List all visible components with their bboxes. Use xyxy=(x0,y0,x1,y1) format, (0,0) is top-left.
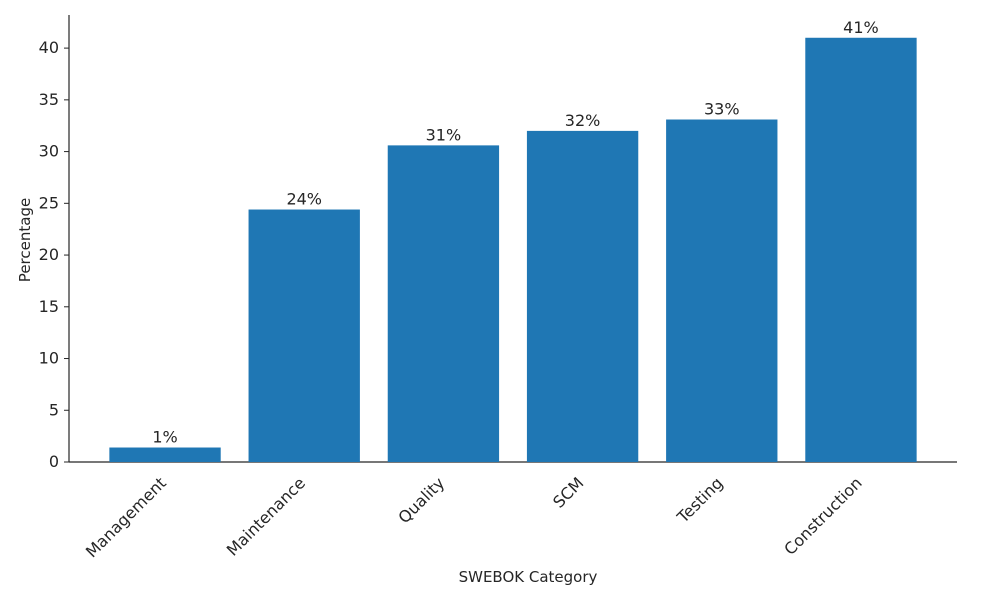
x-tick-label: Quality xyxy=(394,473,448,527)
bar xyxy=(248,209,360,462)
value-label: 24% xyxy=(286,190,322,209)
bar xyxy=(387,145,500,462)
x-tick-label: SCM xyxy=(549,473,587,511)
y-tick-label: 40 xyxy=(39,38,59,57)
value-label: 41% xyxy=(843,18,879,37)
y-axis-label: Percentage xyxy=(16,198,34,282)
y-tick-label: 5 xyxy=(49,400,59,419)
y-tick-label: 30 xyxy=(39,142,59,161)
bar xyxy=(109,447,221,462)
x-tick-label: Maintenance xyxy=(223,473,309,559)
y-tick-label: 20 xyxy=(39,245,59,264)
x-axis-label: SWEBOK Category xyxy=(459,568,598,586)
value-label: 32% xyxy=(565,111,601,130)
y-tick-label: 10 xyxy=(39,349,59,368)
bar xyxy=(805,37,917,463)
x-tick-label: Testing xyxy=(673,473,727,527)
x-tick-label: Management xyxy=(82,473,170,561)
y-tick-label: 15 xyxy=(39,297,59,316)
y-tick-label: 0 xyxy=(49,452,59,471)
x-tick-label: Construction xyxy=(780,473,865,558)
value-label: 1% xyxy=(152,428,177,447)
bar xyxy=(526,130,639,462)
bar xyxy=(666,119,778,462)
value-label: 33% xyxy=(704,100,740,119)
y-tick-label: 25 xyxy=(39,193,59,212)
value-label: 31% xyxy=(426,125,462,144)
y-tick-label: 35 xyxy=(39,90,59,109)
